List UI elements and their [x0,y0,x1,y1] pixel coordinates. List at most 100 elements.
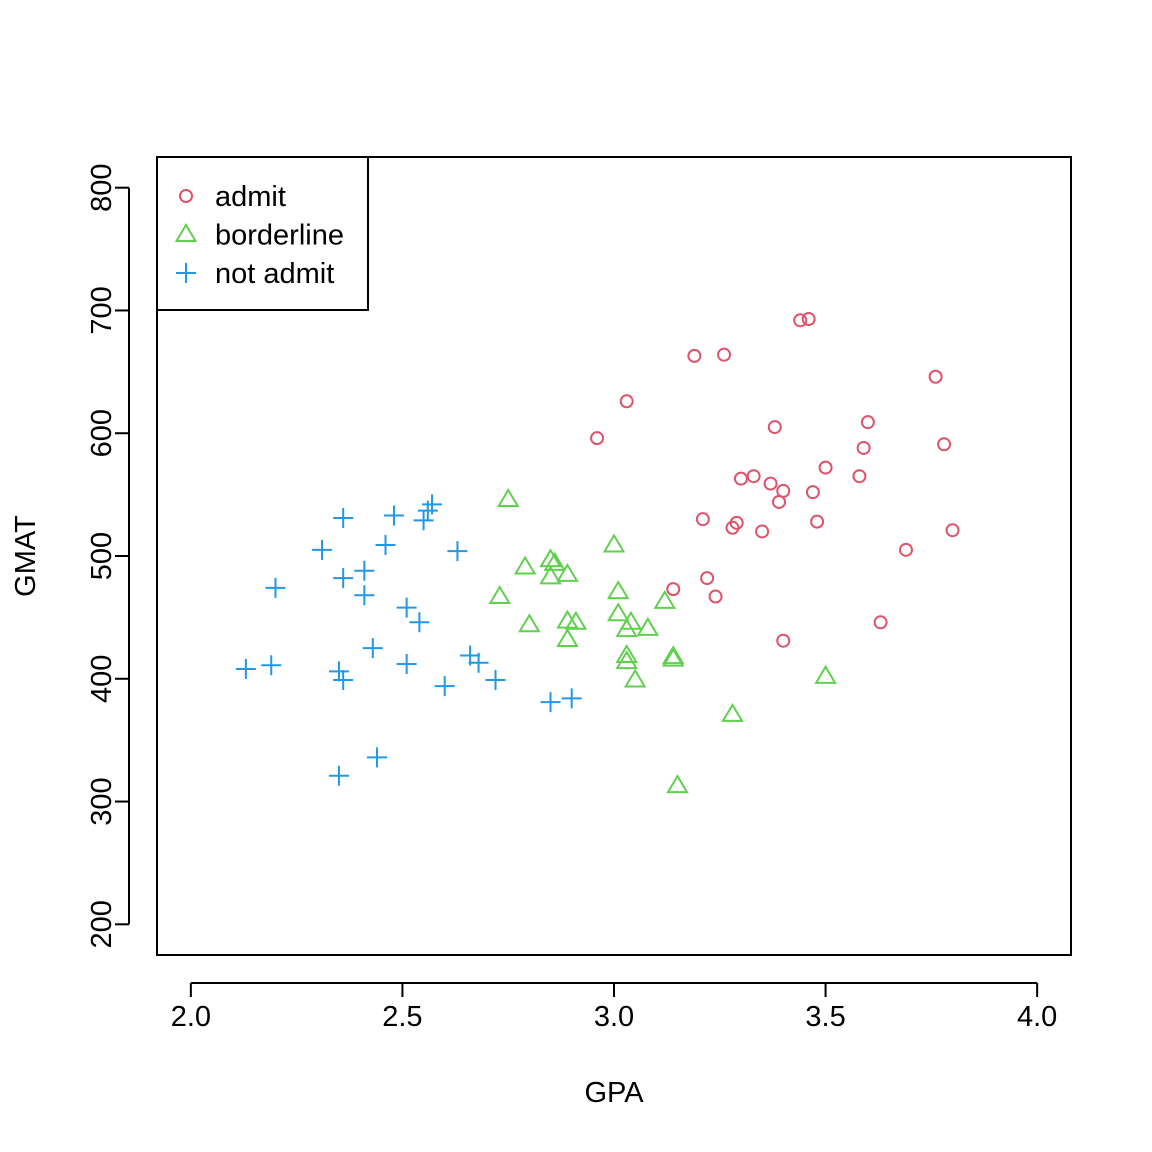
data-points [235,312,960,794]
point-not-admit [333,669,354,690]
point-admit [860,415,875,430]
y-tick-label: 400 [86,655,118,703]
point-admit [767,420,782,435]
point-not-admit [468,652,489,673]
point-borderline [619,610,643,630]
point-not-admit [375,534,396,555]
point-not-admit [354,585,375,606]
point-admit [856,440,871,455]
point-not-admit [413,510,434,531]
plot-frame [156,156,1072,956]
legend-label-borderline: borderline [215,220,344,252]
point-admit [776,483,791,498]
point-admit [763,476,778,491]
point-borderline [518,613,541,633]
point-admit [708,589,723,604]
point-not-admit [396,597,417,618]
y-tick-label: 300 [86,777,118,825]
x-tick-label: 2.5 [382,1001,422,1033]
point-borderline [539,565,562,585]
point-admit [818,460,833,475]
point-admit [937,437,952,452]
point-borderline [606,580,630,600]
point-admit [852,469,867,484]
point-not-admit [561,688,582,709]
point-not-admit [312,539,333,560]
point-admit [810,514,825,529]
axes: 2.0 2.5 3.0 3.5 4.0 200 300 400 500 600 700 800 [86,163,1057,1033]
point-admit [945,523,960,538]
point-admit [805,485,820,500]
x-tick-label: 2.0 [171,1001,211,1033]
legend-marker-borderline [174,223,198,242]
point-admit [717,347,732,362]
legend-marker-not-admit [176,263,196,283]
point-admit [746,469,761,484]
legend-label-not-admit: not admit [215,258,334,290]
point-admit [898,542,913,557]
x-tick-label: 3.5 [805,1001,845,1033]
y-tick-label: 700 [86,286,118,334]
point-admit [873,615,888,630]
point-borderline [661,645,685,665]
point-admit [733,471,748,486]
point-borderline [615,650,638,670]
point-admit [793,313,808,328]
point-not-admit [485,669,506,690]
point-borderline [606,602,630,622]
point-admit [729,515,744,530]
point-not-admit [333,568,354,589]
point-not-admit [383,505,404,526]
point-borderline [513,555,537,575]
point-borderline [623,668,647,688]
point-admit [695,512,710,527]
point-admit [928,369,943,384]
point-not-admit [367,747,388,768]
y-tick-label: 800 [86,163,118,211]
point-admit [776,633,791,648]
y-tick-label: 200 [86,900,118,948]
x-tick-label: 3.0 [594,1001,634,1033]
point-not-admit [261,655,282,676]
point-borderline [564,610,588,630]
point-not-admit [333,507,354,528]
point-borderline [661,647,685,667]
point-borderline [814,664,837,684]
point-not-admit [422,494,443,515]
y-axis-title: GMAT [10,515,42,597]
point-not-admit [328,765,349,786]
point-borderline [543,551,567,571]
point-borderline [556,562,579,582]
point-admit [700,571,715,586]
x-tick-label: 4.0 [1017,1001,1057,1033]
point-borderline [721,702,744,722]
x-axis-title: GPA [584,1077,644,1109]
point-borderline [653,589,677,609]
point-not-admit [362,638,383,659]
point-admit [590,431,605,446]
point-not-admit [540,692,561,713]
point-admit [619,394,634,409]
point-borderline [602,533,626,553]
point-not-admit [235,658,256,679]
point-admit [687,348,702,363]
point-admit [801,312,816,327]
point-borderline [636,616,660,636]
y-tick-label: 500 [86,532,118,580]
point-not-admit [396,654,417,675]
point-not-admit [354,560,375,581]
y-tick-label: 600 [86,409,118,457]
point-borderline [666,774,689,794]
point-borderline [496,488,520,508]
point-not-admit [265,577,286,598]
legend-label-admit: admit [215,181,286,213]
point-borderline [615,643,638,663]
point-borderline [556,628,579,647]
point-admit [666,582,681,597]
legend: admit borderline not admit [156,156,369,311]
legend-marker-admit [179,189,193,203]
point-admit [755,524,770,539]
point-not-admit [434,676,455,697]
point-not-admit [447,541,468,562]
